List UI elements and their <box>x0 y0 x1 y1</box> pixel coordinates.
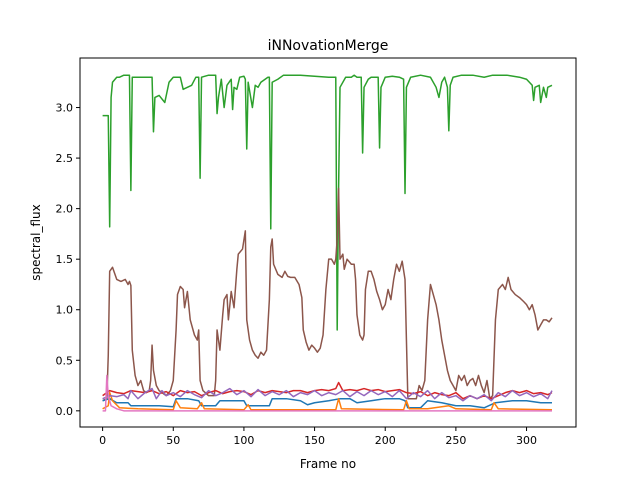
y-tick-label: 2.0 <box>56 203 74 216</box>
y-axis-ticks: 0.0 0.5 1.0 1.5 2.0 2.5 3.0 <box>56 102 80 418</box>
y-tick-label: 0.0 <box>56 405 74 418</box>
x-axis-label: Frame no <box>300 457 356 471</box>
series-line-1 <box>102 74 553 331</box>
y-tick-label: 1.5 <box>56 253 74 266</box>
series-line-3 <box>102 397 552 409</box>
x-tick-label: 150 <box>304 434 325 447</box>
series-line-4 <box>102 391 552 411</box>
x-tick-label: 0 <box>99 434 106 447</box>
y-tick-label: 2.5 <box>56 152 74 165</box>
series-lines <box>102 74 553 412</box>
series-line-2 <box>102 187 553 402</box>
series-line-6 <box>102 387 553 402</box>
x-tick-label: 300 <box>516 434 537 447</box>
x-tick-label: 250 <box>445 434 466 447</box>
x-tick-label: 50 <box>166 434 180 447</box>
plot-frame <box>79 57 577 428</box>
y-tick-label: 3.0 <box>56 102 74 115</box>
y-tick-label: 0.5 <box>56 354 74 367</box>
x-tick-label: 200 <box>375 434 396 447</box>
y-tick-label: 1.0 <box>56 304 74 317</box>
chart-title: iNNovationMerge <box>268 38 389 54</box>
series-line-7 <box>102 374 552 412</box>
x-tick-label: 100 <box>233 434 254 447</box>
y-axis-label: spectral_flux <box>29 204 43 280</box>
x-axis-ticks: 0 50 100 150 200 250 300 <box>99 427 537 447</box>
